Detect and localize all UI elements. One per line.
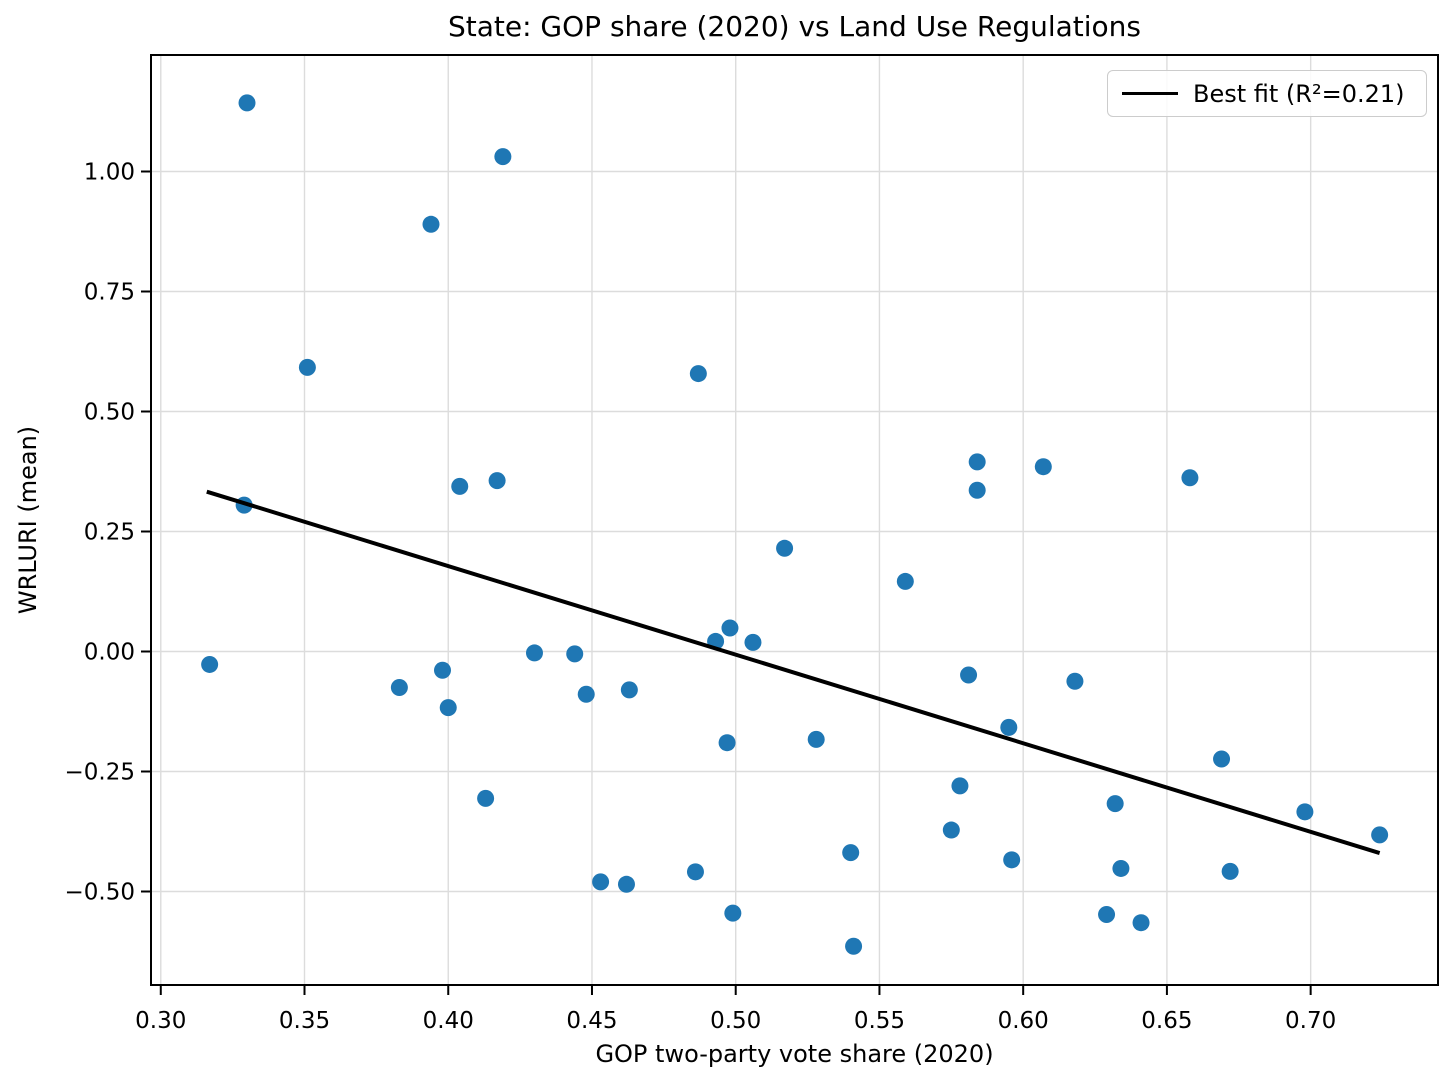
data-point (776, 539, 794, 557)
x-tick-label: 0.40 (423, 1008, 474, 1034)
data-point (1106, 795, 1124, 813)
x-axis-label: GOP two-party vote share (2020) (595, 1040, 994, 1068)
legend-line-sample (1122, 91, 1178, 96)
data-point (686, 863, 704, 881)
data-point (1112, 859, 1130, 877)
y-tick-label: 0.50 (84, 399, 135, 425)
data-point (201, 655, 219, 673)
data-point (689, 365, 707, 383)
data-point (960, 666, 978, 684)
data-point (721, 619, 739, 637)
y-tick-label: 0.25 (84, 519, 135, 545)
data-point (842, 844, 860, 862)
y-axis-label: WRLURI (mean) (14, 425, 42, 615)
x-tick-label: 0.30 (135, 1008, 186, 1034)
data-point (1213, 750, 1231, 768)
data-point (566, 645, 584, 663)
data-point (298, 358, 316, 376)
data-point (724, 904, 742, 922)
data-point (1296, 803, 1314, 821)
data-point (620, 681, 638, 699)
x-tick-label: 0.65 (1141, 1008, 1192, 1034)
axes-spines (150, 54, 1439, 986)
legend-label: Best fit (R²=0.21) (1193, 79, 1405, 108)
data-point (968, 481, 986, 499)
x-tick-label: 0.70 (1285, 1008, 1336, 1034)
chart-title: State: GOP share (2020) vs Land Use Regu… (447, 10, 1142, 43)
data-point (439, 699, 457, 717)
data-point (592, 873, 610, 891)
y-tick-label: −0.25 (65, 759, 135, 785)
data-point (433, 661, 451, 679)
data-point (1221, 862, 1239, 880)
x-tick-label: 0.60 (998, 1008, 1049, 1034)
data-point (896, 572, 914, 590)
data-point (617, 875, 635, 893)
data-point (807, 730, 825, 748)
data-point (1098, 906, 1116, 924)
data-point (1132, 914, 1150, 932)
data-point (942, 821, 960, 839)
data-point (451, 477, 469, 495)
data-point (1371, 826, 1389, 844)
data-point (238, 94, 256, 112)
data-point (1000, 718, 1018, 736)
data-point (1003, 851, 1021, 869)
data-point (718, 734, 736, 752)
data-point (525, 644, 543, 662)
data-point (951, 777, 969, 795)
data-point (1034, 458, 1052, 476)
x-tick-label: 0.50 (710, 1008, 761, 1034)
x-tick-label: 0.35 (279, 1008, 330, 1034)
data-point (744, 633, 762, 651)
x-tick-label: 0.55 (854, 1008, 905, 1034)
y-tick-label: 0.00 (84, 639, 135, 665)
y-tick-label: 1.00 (84, 159, 135, 185)
best-fit-line (206, 489, 1381, 856)
legend: Best fit (R²=0.21) (1107, 70, 1427, 117)
y-tick-label: 0.75 (84, 279, 135, 305)
data-point (477, 789, 495, 807)
data-point (577, 685, 595, 703)
data-point (845, 937, 863, 955)
data-point (968, 453, 986, 471)
y-tick-label: −0.50 (65, 879, 135, 905)
x-tick-label: 0.45 (566, 1008, 617, 1034)
data-point (390, 678, 408, 696)
data-point (1066, 672, 1084, 690)
data-point (422, 215, 440, 233)
data-point (494, 148, 512, 166)
data-point (488, 472, 506, 490)
data-point (1181, 469, 1199, 487)
